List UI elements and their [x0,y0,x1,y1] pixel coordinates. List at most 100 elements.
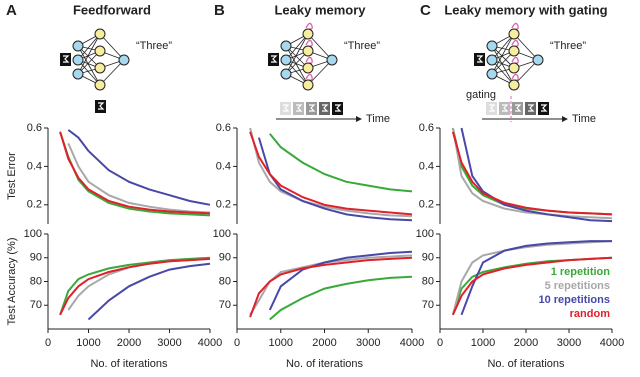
y-tick-label: 0.6 [419,122,434,134]
digit-stroke [477,55,484,63]
edge [513,59,539,86]
series-line [59,256,211,316]
edge [77,33,101,61]
series-line [249,127,413,218]
series-line [451,127,613,220]
y-tick-label: 70 [422,299,434,311]
input-node [72,40,84,52]
panel-label: C [420,2,431,19]
y-axis-label: Test Accuracy (%) [6,237,18,325]
digit-stroke [528,104,535,112]
input-node [280,54,292,66]
y-tick-label: 90 [30,252,42,264]
panel-title: Leaky memory with gating [444,2,607,17]
series-line [59,131,211,215]
y-tick-label: 80 [30,275,42,287]
x-tick-label: 4000 [198,337,222,349]
panel-title: Leaky memory [274,2,366,17]
series-line [67,142,211,214]
legend-entry: random [570,308,611,320]
y-tick-label: 0.4 [27,160,42,172]
digit-stroke [63,55,70,63]
series-line [67,129,211,206]
x-tick-label: 4000 [600,337,624,349]
output-node [326,54,338,66]
digit-stroke [502,104,509,112]
panel-title: Feedforward [73,2,151,17]
series-line [249,131,413,216]
edge [491,33,515,75]
input-node [280,40,292,52]
output-node [532,54,544,66]
hidden-node [508,62,520,74]
output-label: “Three” [344,40,380,52]
input-node [486,54,498,66]
x-tick-label: 1000 [471,337,495,349]
x-tick-label: 1000 [269,337,293,349]
time-label: Time [366,113,390,125]
recurrence [305,39,313,47]
hidden-node [302,62,314,74]
digit-stroke [283,104,290,112]
x-axis-label: No. of iterations [286,358,364,370]
hidden-node [302,28,314,40]
output-node [118,54,130,66]
series-line [87,262,211,321]
edge [77,33,101,75]
x-tick-label: 3000 [157,337,181,349]
recurrence [511,73,519,81]
edge [77,59,101,86]
hidden-node [508,45,520,57]
edge [77,45,101,86]
digit-stroke [515,104,522,112]
series-line [269,133,413,193]
digit-stroke [309,104,316,112]
y-tick-label: 70 [219,299,231,311]
hidden-node [302,79,314,91]
series-line [59,257,211,316]
panel-label: A [6,2,17,19]
hidden-node [94,45,106,57]
legend-entry: 10 repetitions [538,294,610,306]
y-tick-label: 100 [416,228,434,240]
hidden-node [302,45,314,57]
input-node [72,68,84,80]
hidden-node [508,79,520,91]
x-axis-label: No. of iterations [487,358,565,370]
arrow-head [356,116,362,122]
x-tick-label: 3000 [356,337,380,349]
y-tick-label: 0.6 [216,122,231,134]
y-tick-label: 80 [219,275,231,287]
x-axis-label: No. of iterations [90,358,168,370]
hidden-node [94,62,106,74]
y-tick-label: 0.2 [27,199,42,211]
x-tick-label: 0 [234,337,240,349]
input-node [72,54,84,66]
legend-entry: 5 repetitions [545,280,610,292]
x-tick-label: 2000 [117,337,141,349]
input-node [486,68,498,80]
recurrence [511,39,519,47]
edge [491,59,515,86]
x-tick-label: 0 [45,337,51,349]
y-tick-label: 90 [219,252,231,264]
digit-stroke [322,104,329,112]
recurrence [305,56,313,64]
recurrence [305,22,313,30]
edge [99,59,125,86]
legend-entry: 1 repetition [551,266,611,278]
digit-stroke [98,102,105,110]
y-tick-label: 100 [24,228,42,240]
edge [99,33,125,61]
input-node [280,68,292,80]
x-tick-label: 4000 [400,337,424,349]
series-line [249,254,413,316]
arrow-head [562,116,568,122]
edge [285,33,309,75]
y-tick-label: 90 [422,252,434,264]
input-node [486,40,498,52]
x-tick-label: 2000 [514,337,538,349]
panel-label: B [214,2,225,19]
series-line [451,256,613,316]
series-line [268,250,413,311]
